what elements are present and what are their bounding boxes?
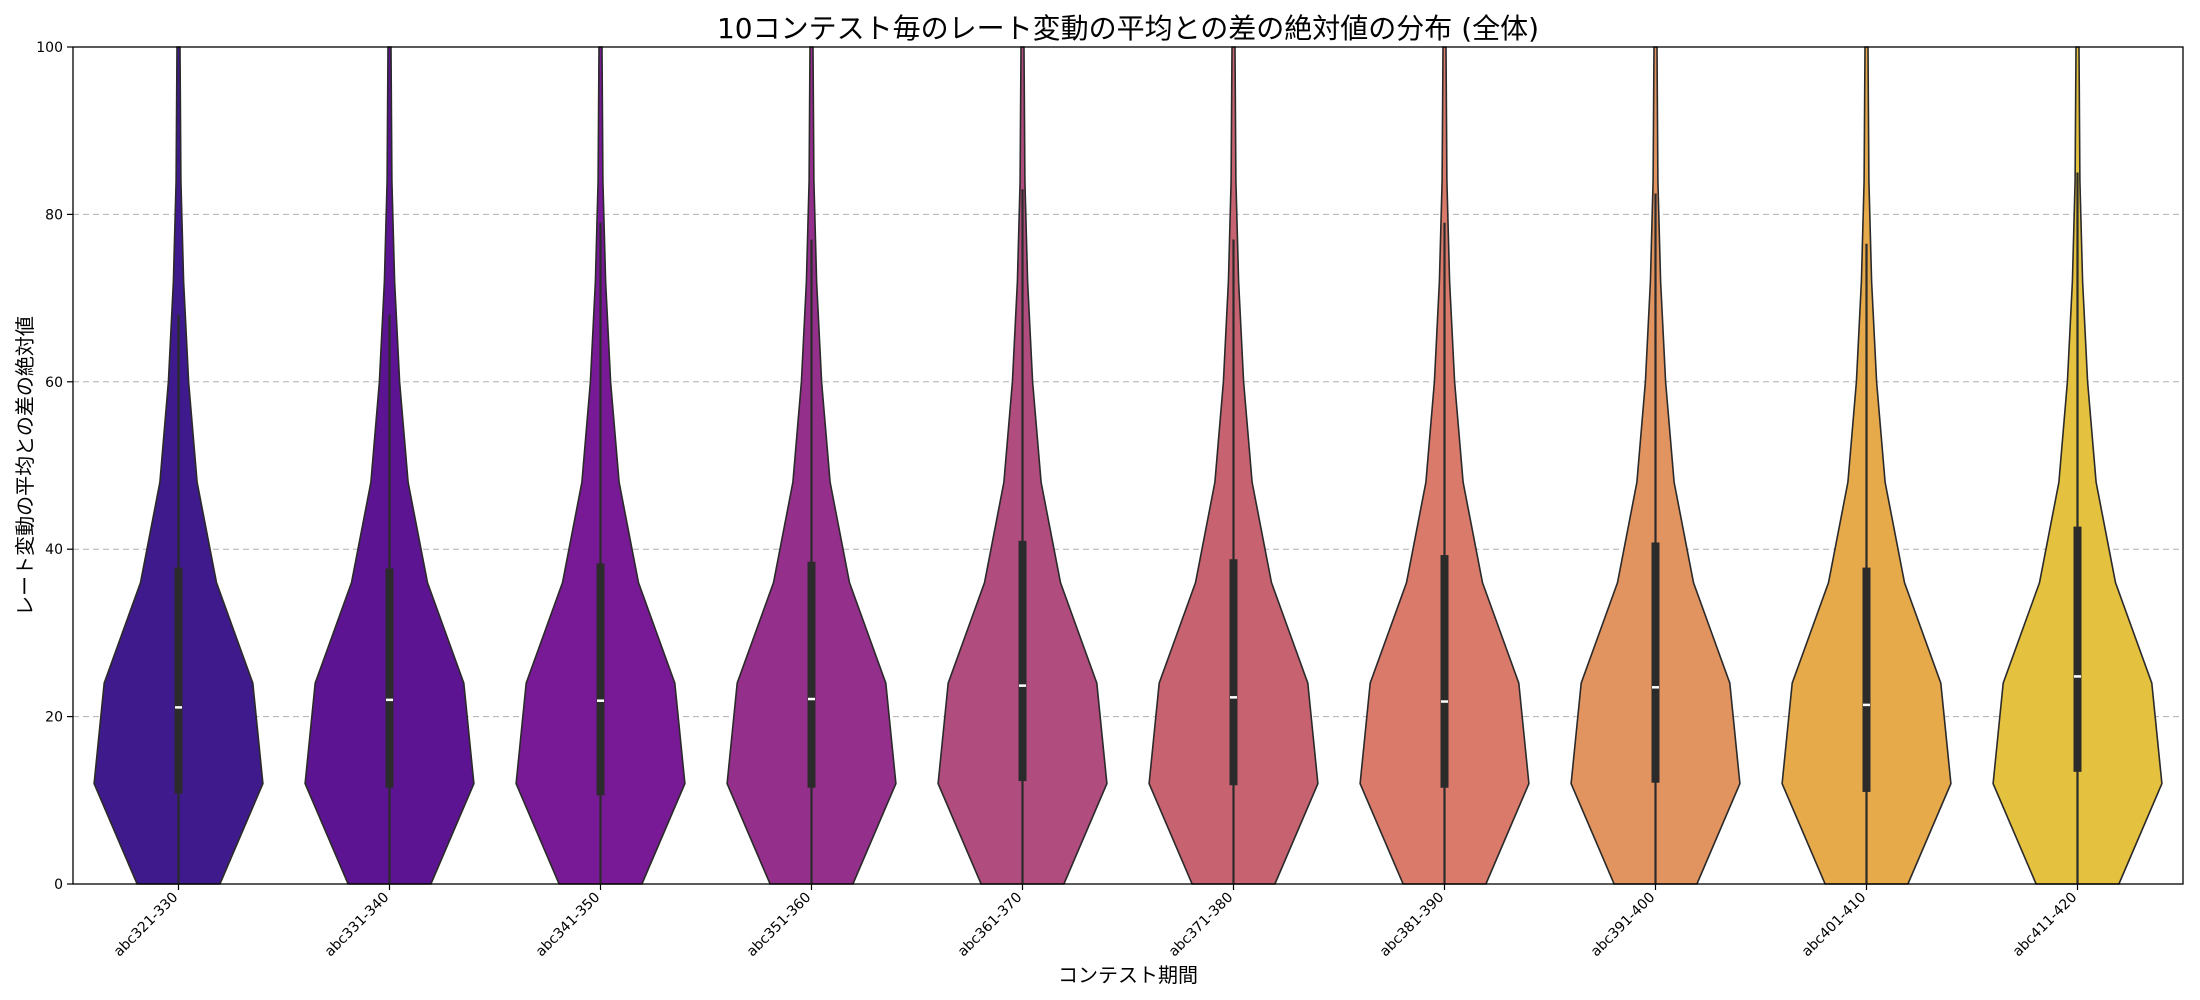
y-tick-label-80: 80 [45,207,63,223]
y-tick-label-100: 100 [36,40,63,56]
iqr-box-abc371-380 [1229,559,1238,786]
x-tick-label-abc351-360: abc351-360 [744,890,814,960]
iqr-box-abc361-370 [1018,540,1027,782]
plot-frame [72,46,2184,885]
x-axis: abc321-330 abc331-340 abc341-350 abc351-360… [111,884,2080,960]
chart-title: 10コンテスト毎のレート変動の平均との差の絶対値の分布 (全体) [717,12,1539,45]
y-tick-label-40: 40 [45,542,63,558]
x-tick-label-abc371-380: abc371-380 [1166,890,1236,960]
x-tick-label-abc401-410: abc401-410 [1799,890,1869,960]
iqr-box-abc351-360 [807,561,816,788]
y-axis: 0 20 40 60 80 100 [36,40,73,893]
x-tick-label-abc411-420: abc411-420 [2010,890,2080,960]
x-tick-label-abc341-350: abc341-350 [533,890,603,960]
iqr-box-abc401-410 [1862,567,1871,792]
x-axis-label: コンテスト期間 [1058,963,1198,987]
iqr-box-abc331-340 [385,568,394,788]
violins [93,46,2163,885]
x-tick-label-abc361-370: abc361-370 [955,890,1025,960]
iqr-box-abc391-400 [1651,542,1660,783]
y-axis-label: レート変動の平均との差の絶対値 [13,316,37,616]
x-tick-label-abc391-400: abc391-400 [1588,890,1658,960]
x-tick-label-abc331-340: abc331-340 [322,890,392,960]
y-tick-label-60: 60 [45,375,63,391]
x-tick-label-abc381-390: abc381-390 [1377,890,1447,960]
y-tick-label-20: 20 [45,710,63,726]
iqr-box-abc411-420 [2073,526,2082,772]
x-tick-label-abc321-330: abc321-330 [111,890,181,960]
iqr-box-abc321-330 [174,567,183,794]
iqr-box-abc341-350 [596,563,605,796]
y-tick-label-0: 0 [54,877,63,893]
iqr-box-abc381-390 [1440,555,1449,788]
